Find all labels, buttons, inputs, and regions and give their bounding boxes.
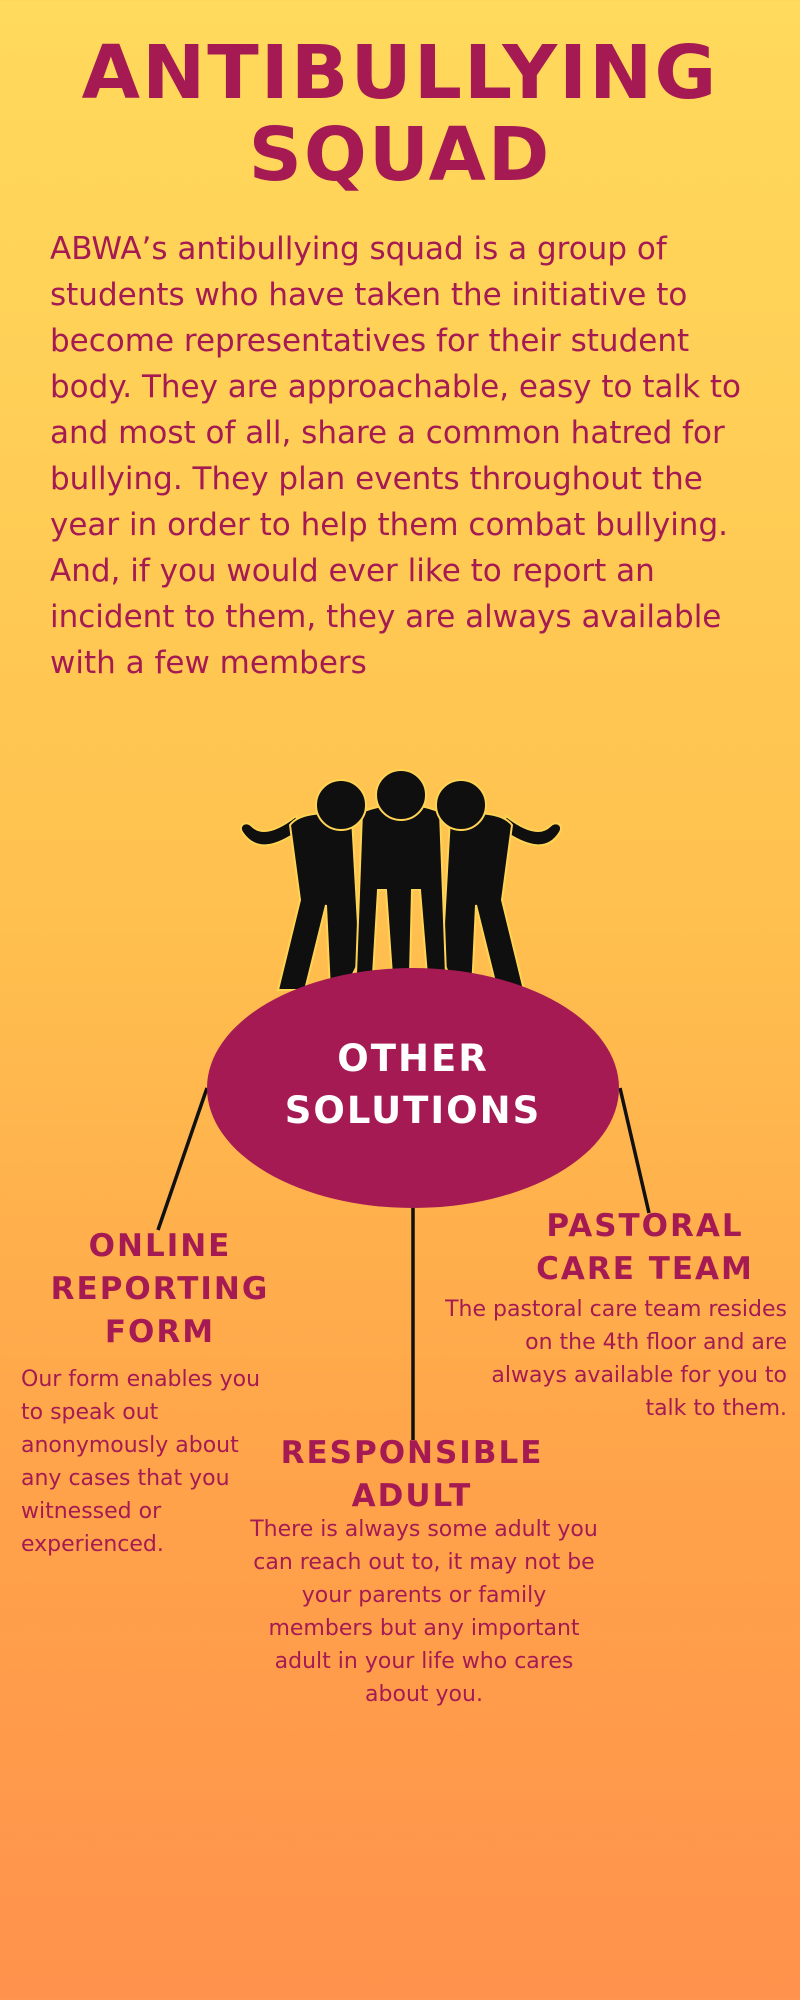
hub-ellipse [207, 968, 619, 1208]
pastoral-heading-line-1: PASTORAL [546, 1208, 744, 1244]
pastoral-care-heading: PASTORAL CARE TEAM [490, 1205, 800, 1291]
pastoral-heading-line-2: CARE TEAM [536, 1251, 754, 1287]
responsible-adult-text: There is always some adult you can reach… [250, 1517, 598, 1707]
adult-heading-line-2: ADULT [351, 1478, 473, 1514]
responsible-adult-heading: RESPONSIBLE ADULT [232, 1432, 592, 1518]
connector-lines [156, 1087, 651, 1440]
pastoral-care-text: The pastoral care team resides on the 4t… [445, 1297, 787, 1421]
connector-online [156, 1087, 209, 1231]
page-title-line-2: SQUAD [248, 112, 552, 198]
online-heading-line-3: FORM [104, 1314, 216, 1350]
connector-pastoral [618, 1087, 651, 1214]
intro-paragraph: ABWA’s antibullying squad is a group of … [50, 231, 742, 681]
adult-heading-line-1: RESPONSIBLE [280, 1435, 544, 1471]
hub-label-line-1: OTHER [337, 1037, 489, 1080]
three-friends-silhouette-icon [240, 769, 562, 991]
hub-label-line-2: SOLUTIONS [284, 1089, 542, 1132]
online-heading-line-1: ONLINE [88, 1228, 232, 1264]
online-reporting-heading: ONLINE REPORTING FORM [12, 1225, 308, 1354]
hub-label: OTHER SOLUTIONS [208, 1033, 618, 1137]
page-title-line-1: ANTIBULLYING [81, 30, 719, 116]
online-heading-line-2: REPORTING [50, 1271, 270, 1307]
online-reporting-text: Our form enables you to speak out anonym… [21, 1367, 261, 1557]
